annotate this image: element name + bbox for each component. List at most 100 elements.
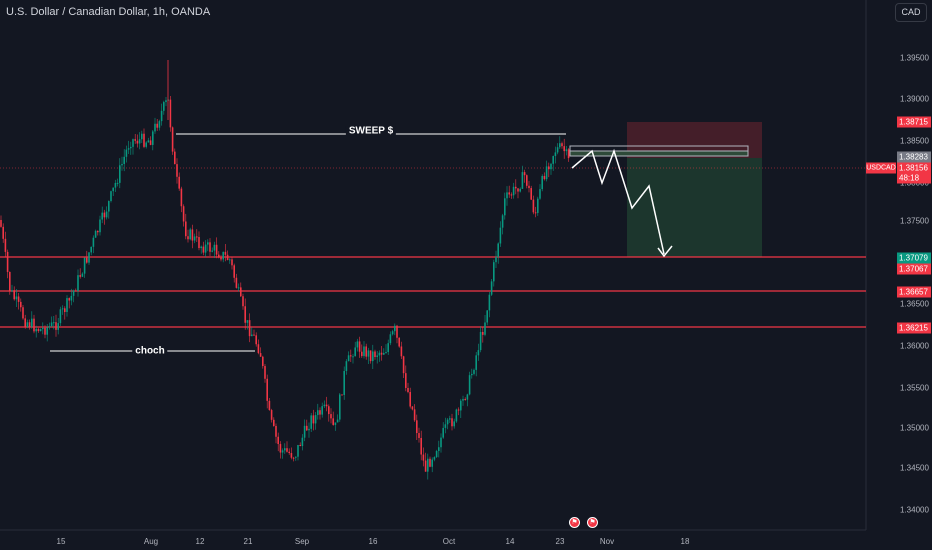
candle-body [361, 351, 363, 357]
time-tick: 12 [195, 537, 205, 546]
candle-body [270, 410, 273, 420]
candle-body [277, 436, 279, 445]
candle-body [563, 146, 565, 152]
symbol-title: U.S. Dollar / Canadian Dollar, 1h, OANDA [6, 6, 211, 18]
candle-body [352, 356, 354, 358]
candle-body [290, 453, 293, 458]
candle-body [431, 459, 433, 467]
candle-body [462, 398, 464, 401]
candle-body [149, 140, 152, 145]
candle-body [75, 290, 77, 292]
time-axis[interactable]: 15 Aug 12 21 Sep 16 Oct 14 23 Nov 18 [0, 530, 866, 550]
candle-body [33, 318, 35, 332]
candle-body [440, 437, 442, 448]
take-profit-zone [627, 158, 762, 257]
candle-body [193, 236, 196, 241]
candle-body [416, 420, 418, 434]
candle-body [475, 355, 477, 370]
candle-body [442, 427, 444, 438]
candle-body [444, 424, 447, 428]
candle-body [57, 323, 59, 330]
candle-body [218, 254, 220, 258]
candle-body [438, 447, 440, 451]
candle-body [422, 454, 425, 461]
candle-body [367, 350, 370, 357]
candle-body [266, 378, 268, 401]
candle-body [374, 351, 376, 357]
candle-body [86, 257, 88, 263]
projection-arrowhead [657, 245, 673, 258]
projection-path [571, 148, 665, 255]
currency-button[interactable]: CAD [895, 3, 927, 22]
candle-body [528, 185, 530, 189]
flag-icon[interactable]: ⚑ [569, 517, 580, 528]
candle-body [490, 281, 493, 295]
ticker-badge: USDCAD [866, 162, 896, 174]
candle-body [510, 194, 513, 196]
choch-label: choch [132, 345, 168, 357]
candle-body [202, 246, 205, 253]
candle-body [532, 199, 535, 213]
candle-body [132, 139, 134, 147]
candle-body [174, 151, 176, 165]
price-label-stop: 1.38715 [897, 116, 931, 128]
price-label-target: 1.37079 [897, 252, 931, 264]
candle-body [189, 229, 191, 240]
candle-body [301, 437, 304, 447]
candle-body [204, 244, 207, 253]
time-tick: 23 [555, 537, 565, 546]
price-tick: 1.37500 [900, 216, 929, 226]
candle-body [435, 450, 438, 458]
candle-body [380, 352, 383, 355]
candle-body [486, 310, 488, 323]
candle-body [323, 404, 326, 407]
candle-body [279, 444, 282, 453]
candle-body [231, 259, 233, 266]
candle-body [545, 166, 548, 180]
price-label-current: 1.38156 [897, 162, 931, 174]
candle-body [171, 127, 174, 152]
candle-body [264, 366, 266, 379]
candle-body [220, 257, 222, 260]
candle-body [369, 350, 372, 362]
candle-body [530, 188, 532, 200]
time-tick: 21 [243, 537, 253, 546]
candle-body [207, 242, 209, 245]
candle-body [297, 444, 299, 457]
candle-body [378, 352, 381, 356]
candle-body [455, 409, 458, 422]
candle-body [523, 172, 526, 176]
candle-body [4, 238, 7, 252]
candle-body [213, 244, 216, 251]
candle-body [389, 334, 392, 344]
candle-body [541, 175, 543, 190]
candle-body [119, 165, 121, 183]
candle-body [0, 220, 2, 227]
candle-body [339, 394, 341, 420]
candle-body [565, 149, 568, 152]
candle-body [15, 296, 18, 300]
candle-body [83, 257, 86, 274]
time-tick: 15 [56, 537, 66, 546]
candle-body [288, 451, 290, 454]
time-tick: Sep [294, 537, 310, 546]
candle-body [554, 152, 557, 157]
candle-body [39, 329, 42, 332]
candle-body [224, 251, 227, 255]
candle-body [191, 229, 194, 241]
price-tick: 1.35000 [900, 423, 929, 433]
candle-body [328, 406, 330, 415]
flag-icon[interactable]: ⚑ [587, 517, 598, 528]
candle-body [358, 341, 361, 352]
candle-body [508, 192, 510, 195]
candle-body [396, 325, 398, 338]
candle-body [499, 227, 502, 244]
candle-body [55, 322, 57, 330]
time-tick: 16 [368, 537, 378, 546]
candle-body [561, 143, 563, 147]
candle-body [46, 327, 48, 335]
candle-body [112, 187, 114, 192]
candle-body [303, 425, 306, 438]
candle-body [347, 355, 350, 362]
